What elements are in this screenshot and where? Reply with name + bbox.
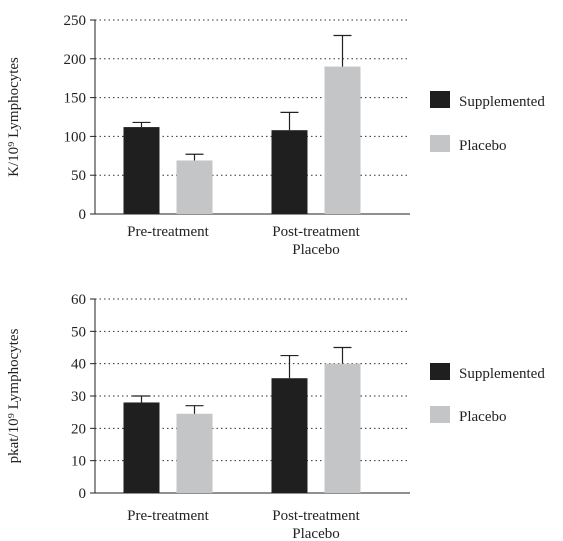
- y-tick-label: 150: [64, 91, 87, 107]
- y-tick-label: 30: [71, 389, 86, 405]
- legend-label-supplemented: Supplemented: [459, 94, 545, 110]
- y-tick-label: 60: [71, 292, 86, 308]
- bar-supplemented-1: [123, 127, 160, 214]
- y-tick-label: 0: [79, 207, 87, 223]
- legend-label-placebo: Placebo: [459, 409, 506, 425]
- bar-supplemented-2: [271, 130, 308, 214]
- category-label: Post-treatment: [272, 224, 360, 240]
- y-tick-label: 40: [71, 357, 86, 373]
- bar-placebo-1: [176, 413, 213, 493]
- bar-placebo-2: [324, 66, 361, 214]
- legend-label-supplemented: Supplemented: [459, 366, 545, 382]
- bar-supplemented-1: [123, 402, 160, 493]
- y-tick-label: 100: [64, 129, 87, 145]
- chart-panel-2: 0 10 20 30 40 50 60 pkat/10⁹ Lymphocytes Pre-tre…: [6, 292, 545, 541]
- legend-swatch-supplemented: [430, 91, 450, 108]
- y-tick-label: 200: [64, 52, 87, 68]
- y-tick-label: 0: [79, 486, 87, 502]
- y-tick-label: 50: [71, 324, 86, 340]
- y-tick-label: 10: [71, 454, 86, 470]
- category-label: Pre-treatment: [127, 224, 209, 240]
- y-tick-label: 250: [64, 13, 87, 29]
- bar-supplemented-2: [271, 378, 308, 493]
- category-label: Placebo: [292, 242, 339, 258]
- legend-swatch-placebo: [430, 135, 450, 152]
- y-axis-label: pkat/10⁹ Lymphocytes: [6, 328, 22, 463]
- category-label: Post-treatment: [272, 508, 360, 524]
- bar-placebo-2: [324, 363, 361, 493]
- legend-swatch-supplemented: [430, 363, 450, 380]
- chart-panel-1: 0 50 100 150 200 250 K/10⁹ Lymphocytes Pre-trea…: [6, 13, 545, 258]
- bar-placebo-1: [176, 160, 213, 214]
- y-tick-label: 20: [71, 421, 86, 437]
- legend-swatch-placebo: [430, 406, 450, 423]
- category-label: Placebo: [292, 526, 339, 541]
- category-label: Pre-treatment: [127, 508, 209, 524]
- y-tick-label: 50: [71, 168, 86, 184]
- y-axis-label: K/10⁹ Lymphocytes: [6, 57, 22, 177]
- legend-label-placebo: Placebo: [459, 138, 506, 154]
